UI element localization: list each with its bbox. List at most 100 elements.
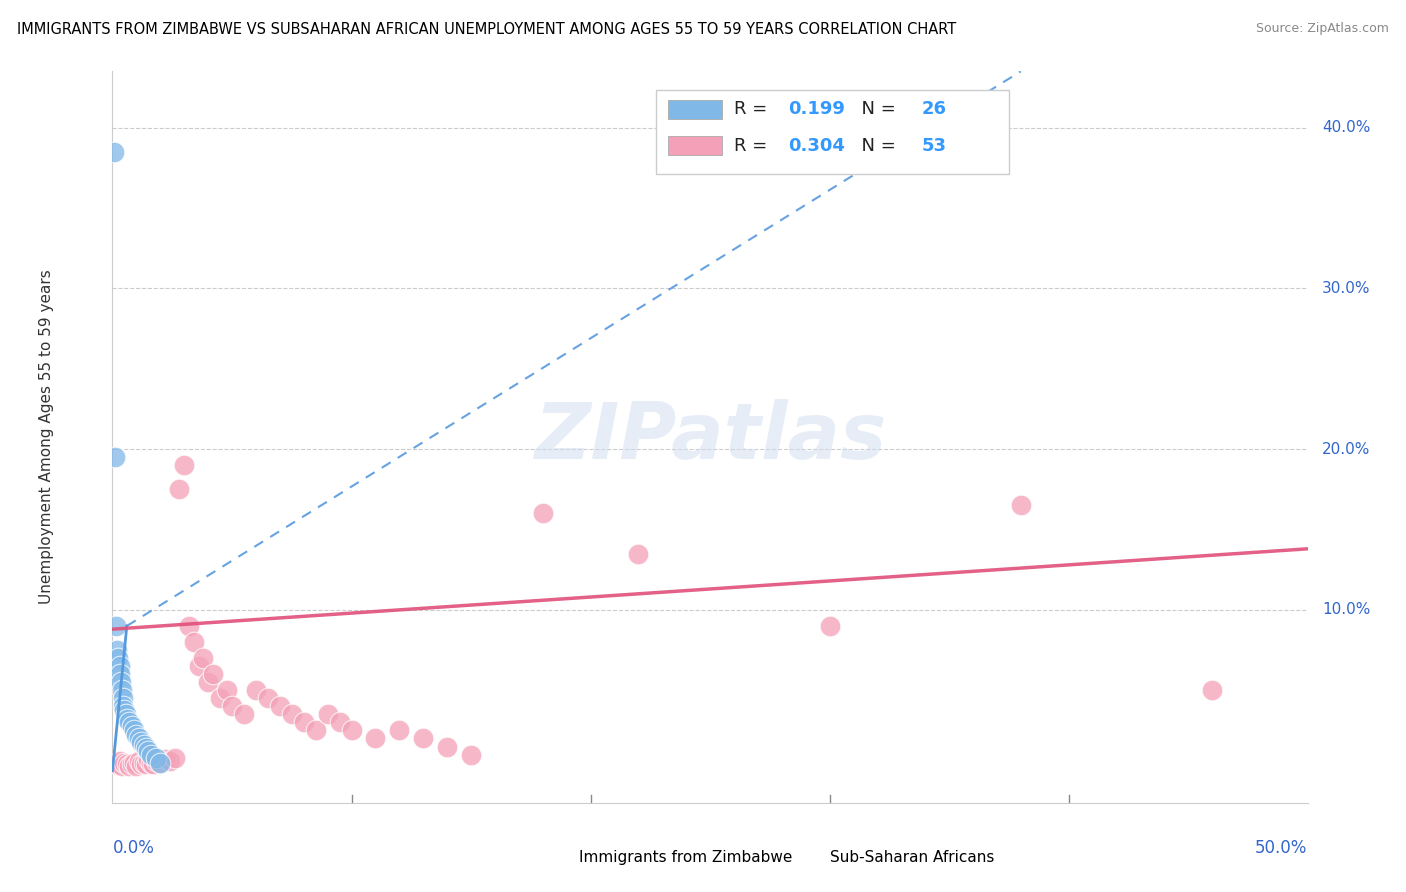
Point: [105, 757, 128, 772]
Point: [114, 756, 135, 770]
Point: [145, 754, 167, 768]
Point: [245, 683, 267, 698]
Point: [340, 723, 363, 738]
Point: [122, 723, 145, 738]
Point: [221, 699, 243, 714]
Point: [132, 756, 155, 770]
Text: 26: 26: [921, 101, 946, 119]
Point: [128, 754, 150, 768]
Point: [149, 756, 172, 770]
Point: [142, 757, 165, 772]
Point: [364, 731, 387, 746]
Point: [197, 675, 219, 690]
Point: [107, 651, 129, 665]
Point: [460, 747, 482, 762]
Point: [104, 756, 127, 770]
Point: [149, 756, 172, 770]
Text: 30.0%: 30.0%: [1322, 281, 1371, 296]
Point: [217, 683, 239, 698]
Point: [193, 651, 215, 665]
Point: [112, 699, 135, 714]
Text: 50.0%: 50.0%: [1256, 839, 1308, 857]
Point: [115, 757, 138, 772]
Text: Immigrants from Zimbabwe: Immigrants from Zimbabwe: [579, 850, 792, 865]
Point: [122, 756, 145, 770]
Point: [159, 754, 181, 768]
Point: [135, 757, 157, 772]
Point: [115, 712, 138, 726]
Point: [132, 738, 155, 752]
Text: 20.0%: 20.0%: [1322, 442, 1371, 457]
Point: [412, 731, 434, 746]
Text: 0.304: 0.304: [787, 137, 845, 155]
Point: [108, 754, 131, 768]
Point: [118, 759, 141, 773]
Point: [111, 759, 134, 773]
Point: [129, 757, 152, 772]
Point: [292, 715, 315, 730]
Point: [269, 699, 291, 714]
Point: [125, 759, 148, 773]
Point: [108, 659, 131, 673]
Text: R =: R =: [734, 101, 773, 119]
Point: [129, 735, 152, 749]
Point: [111, 683, 134, 698]
Point: [173, 458, 195, 473]
Point: [103, 145, 125, 159]
Point: [201, 667, 224, 681]
Point: [135, 741, 157, 756]
Point: [111, 691, 134, 706]
Point: [316, 707, 339, 722]
Point: [105, 643, 128, 657]
Point: [114, 702, 135, 716]
Text: Source: ZipAtlas.com: Source: ZipAtlas.com: [1256, 22, 1389, 36]
FancyBboxPatch shape: [537, 847, 572, 869]
Text: 53: 53: [921, 137, 946, 155]
Point: [305, 723, 328, 738]
Text: 40.0%: 40.0%: [1322, 120, 1371, 135]
Point: [104, 450, 127, 465]
Point: [257, 691, 280, 706]
Point: [108, 667, 131, 681]
Text: R =: R =: [734, 137, 773, 155]
Point: [1010, 499, 1032, 513]
Point: [531, 507, 554, 521]
Point: [388, 723, 411, 738]
FancyBboxPatch shape: [793, 847, 830, 869]
FancyBboxPatch shape: [657, 90, 1010, 174]
Point: [125, 728, 148, 742]
Text: N =: N =: [849, 137, 901, 155]
Point: [177, 619, 200, 633]
Point: [187, 659, 209, 673]
Point: [153, 752, 176, 766]
Text: Unemployment Among Ages 55 to 59 years: Unemployment Among Ages 55 to 59 years: [39, 269, 55, 605]
Text: IMMIGRANTS FROM ZIMBABWE VS SUBSAHARAN AFRICAN UNEMPLOYMENT AMONG AGES 55 TO 59 : IMMIGRANTS FROM ZIMBABWE VS SUBSAHARAN A…: [17, 22, 956, 37]
Point: [627, 547, 650, 561]
Point: [145, 751, 167, 765]
Point: [329, 715, 352, 730]
Text: 0.0%: 0.0%: [112, 839, 155, 857]
Point: [139, 756, 162, 770]
Text: 0.199: 0.199: [787, 101, 845, 119]
Point: [233, 707, 256, 722]
Point: [138, 744, 160, 758]
Text: ZIPatlas: ZIPatlas: [534, 399, 886, 475]
Point: [183, 635, 205, 649]
Point: [121, 757, 143, 772]
Point: [105, 619, 128, 633]
Text: 10.0%: 10.0%: [1322, 602, 1371, 617]
Point: [139, 747, 162, 762]
Point: [128, 731, 150, 746]
Text: N =: N =: [849, 101, 901, 119]
Point: [138, 752, 160, 766]
Point: [110, 675, 132, 690]
Point: [118, 715, 141, 730]
FancyBboxPatch shape: [668, 136, 723, 155]
Point: [163, 751, 186, 765]
Point: [1201, 683, 1223, 698]
Point: [169, 483, 191, 497]
Point: [818, 619, 841, 633]
Point: [121, 718, 143, 732]
Text: Sub-Saharan Africans: Sub-Saharan Africans: [830, 850, 994, 865]
FancyBboxPatch shape: [668, 100, 723, 119]
